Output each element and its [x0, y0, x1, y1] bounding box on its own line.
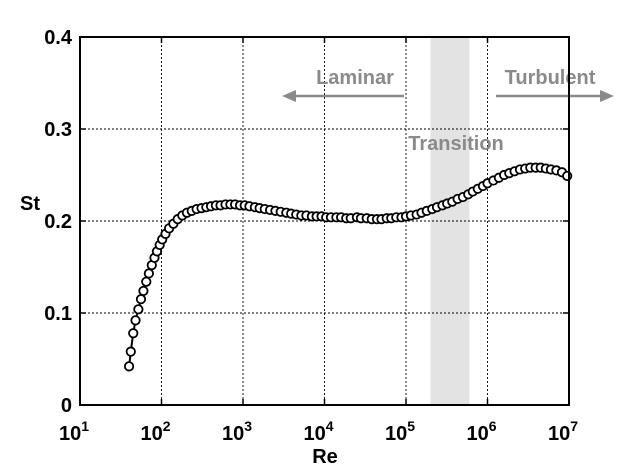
- transition-label: Transition: [408, 133, 504, 155]
- x-tick-exponent: 3: [244, 418, 252, 434]
- x-tick-exponent: 7: [570, 418, 578, 434]
- data-point: [128, 328, 139, 339]
- laminar-label: Laminar: [316, 67, 394, 89]
- data-point: [138, 285, 149, 297]
- x-tick-exponent: 5: [407, 418, 415, 434]
- y-tick-label: 0.2: [44, 211, 72, 233]
- data-point: [135, 294, 147, 305]
- turbulent-label: Turbulent: [505, 67, 596, 89]
- x-tick-label: 107: [548, 418, 578, 445]
- series-line: [128, 166, 568, 367]
- x-axis-title: Re: [312, 446, 338, 468]
- data-point: [141, 276, 152, 287]
- turbulent-arrowhead: [600, 90, 614, 102]
- data-point: [562, 170, 573, 182]
- x-tick-label: 103: [222, 418, 252, 445]
- axis-ticks: 101 102 103 104 105 106 107 0 0.1 0.2 0.3 0.4: [44, 27, 578, 445]
- x-tick-label: 104: [303, 418, 333, 445]
- transition-annotation: Transition: [408, 133, 504, 155]
- data-point: [125, 346, 136, 357]
- y-axis-title: St: [20, 193, 40, 215]
- data-series: [123, 162, 573, 372]
- y-tick-label: 0: [61, 395, 72, 417]
- x-tick-label: 102: [140, 418, 170, 445]
- data-point: [123, 361, 135, 372]
- x-tick-label: 101: [59, 418, 89, 445]
- data-point: [143, 268, 154, 279]
- data-point: [133, 304, 144, 315]
- x-tick-exponent: 6: [489, 418, 497, 434]
- y-tick-label: 0.4: [44, 27, 73, 49]
- x-tick-exponent: 2: [163, 418, 171, 434]
- x-tick-exponent: 4: [326, 418, 334, 434]
- x-tick-label: 105: [385, 418, 415, 445]
- turbulent-annotation: Turbulent: [496, 67, 614, 102]
- laminar-arrowhead: [282, 90, 296, 102]
- x-tick-label: 106: [466, 418, 496, 445]
- x-tick-exponent: 1: [81, 418, 89, 434]
- laminar-annotation: Laminar: [282, 67, 404, 102]
- data-point: [130, 315, 141, 326]
- regime-annotations: Laminar Transition Turbulent: [282, 67, 614, 155]
- y-tick-label: 0.1: [44, 303, 72, 325]
- y-tick-label: 0.3: [44, 119, 72, 141]
